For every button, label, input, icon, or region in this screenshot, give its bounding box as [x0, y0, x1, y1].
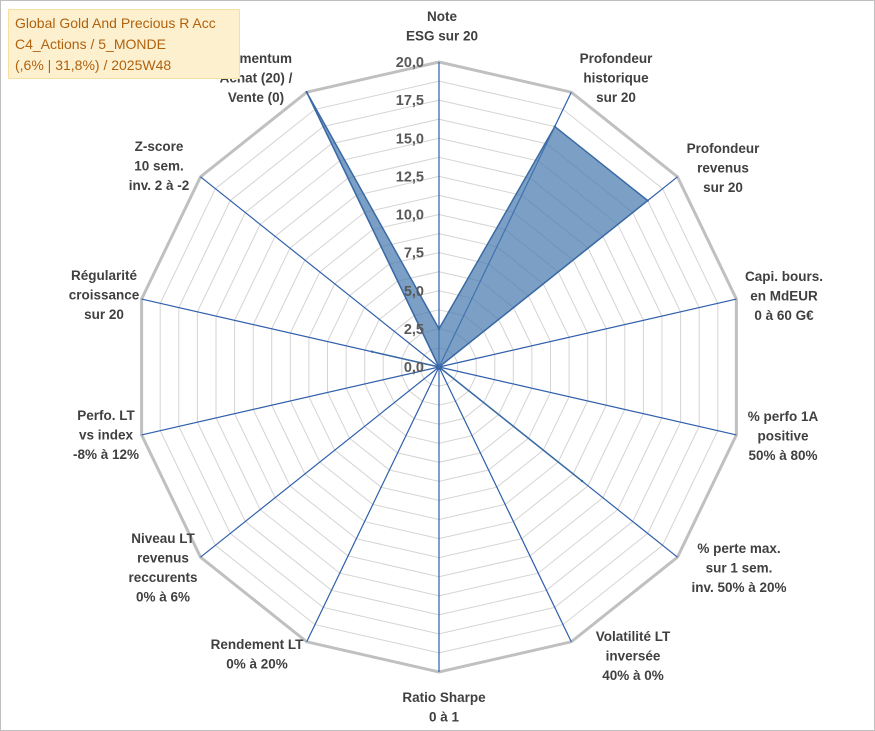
fund-name: Global Gold And Precious R Acc	[15, 15, 216, 31]
tick-label: 2,5	[404, 322, 424, 338]
axis-label: Capi. bours. en MdEUR 0 à 60 G€	[745, 269, 823, 323]
radar-axis-labels: Note ESG sur 20 Profondeur historique sur 20…	[69, 9, 823, 725]
tick-label: 10,0	[396, 208, 424, 224]
series-area	[305, 91, 649, 482]
series-point	[370, 350, 374, 353]
axis-label: % perfo 1A positive 50% à 80%	[748, 409, 819, 463]
axis-label: Volatilité LT inversée 40% à 0%	[596, 629, 671, 683]
axis-label: Z-score 10 sem. inv. 2 à -2	[129, 139, 190, 193]
axis-label: Niveau LT revenus reccurents 0% à 6%	[128, 531, 197, 605]
series-point	[646, 199, 649, 202]
axis-label: Rendement LT 0% à 20%	[211, 637, 305, 672]
fund-period: (,6% | 31,8%) / 2025W48	[15, 57, 172, 73]
axis-label: Profondeur historique sur 20	[580, 51, 653, 105]
axis-label: Ratio Sharpe 0 à 1	[402, 690, 486, 725]
tick-label: 17,5	[396, 93, 424, 109]
series-point	[305, 91, 308, 94]
radar-tick-labels: 0,0 2,5 5,0 7,5 10,0 12,5 15,0 17,5 20,0	[396, 55, 424, 376]
tick-label: 20,0	[396, 55, 424, 71]
series-point	[580, 479, 584, 483]
axis-label: Note ESG sur 20	[406, 9, 478, 44]
series-point	[437, 327, 441, 331]
axis-label: Perfo. LT vs index -8% à 12%	[73, 408, 139, 462]
series-point	[437, 365, 441, 369]
axis-label: Profondeur revenus sur 20	[687, 141, 760, 195]
radar-spoke	[200, 366, 440, 558]
tick-label: 12,5	[396, 169, 424, 185]
tick-label: 5,0	[404, 284, 424, 300]
axis-label: % perte max. sur 1 sem. inv. 50% à 20%	[691, 541, 786, 595]
radar-spoke	[306, 366, 440, 643]
axis-label: Régularité croissance sur 20	[69, 268, 140, 322]
tick-label: 0,0	[404, 360, 424, 376]
fund-title-box: Global Gold And Precious R Acc C4_Action…	[8, 9, 240, 79]
radar-series	[305, 91, 649, 483]
radar-spoke	[200, 176, 440, 368]
radar-spoke	[438, 366, 737, 436]
tick-label: 15,0	[396, 131, 424, 147]
tick-label: 7,5	[404, 246, 424, 262]
radar-spoke	[438, 366, 572, 643]
radar-spoke	[141, 366, 440, 436]
fund-category: C4_Actions / 5_MONDE	[15, 36, 166, 52]
series-point	[553, 125, 556, 128]
radar-spoke	[438, 298, 737, 368]
